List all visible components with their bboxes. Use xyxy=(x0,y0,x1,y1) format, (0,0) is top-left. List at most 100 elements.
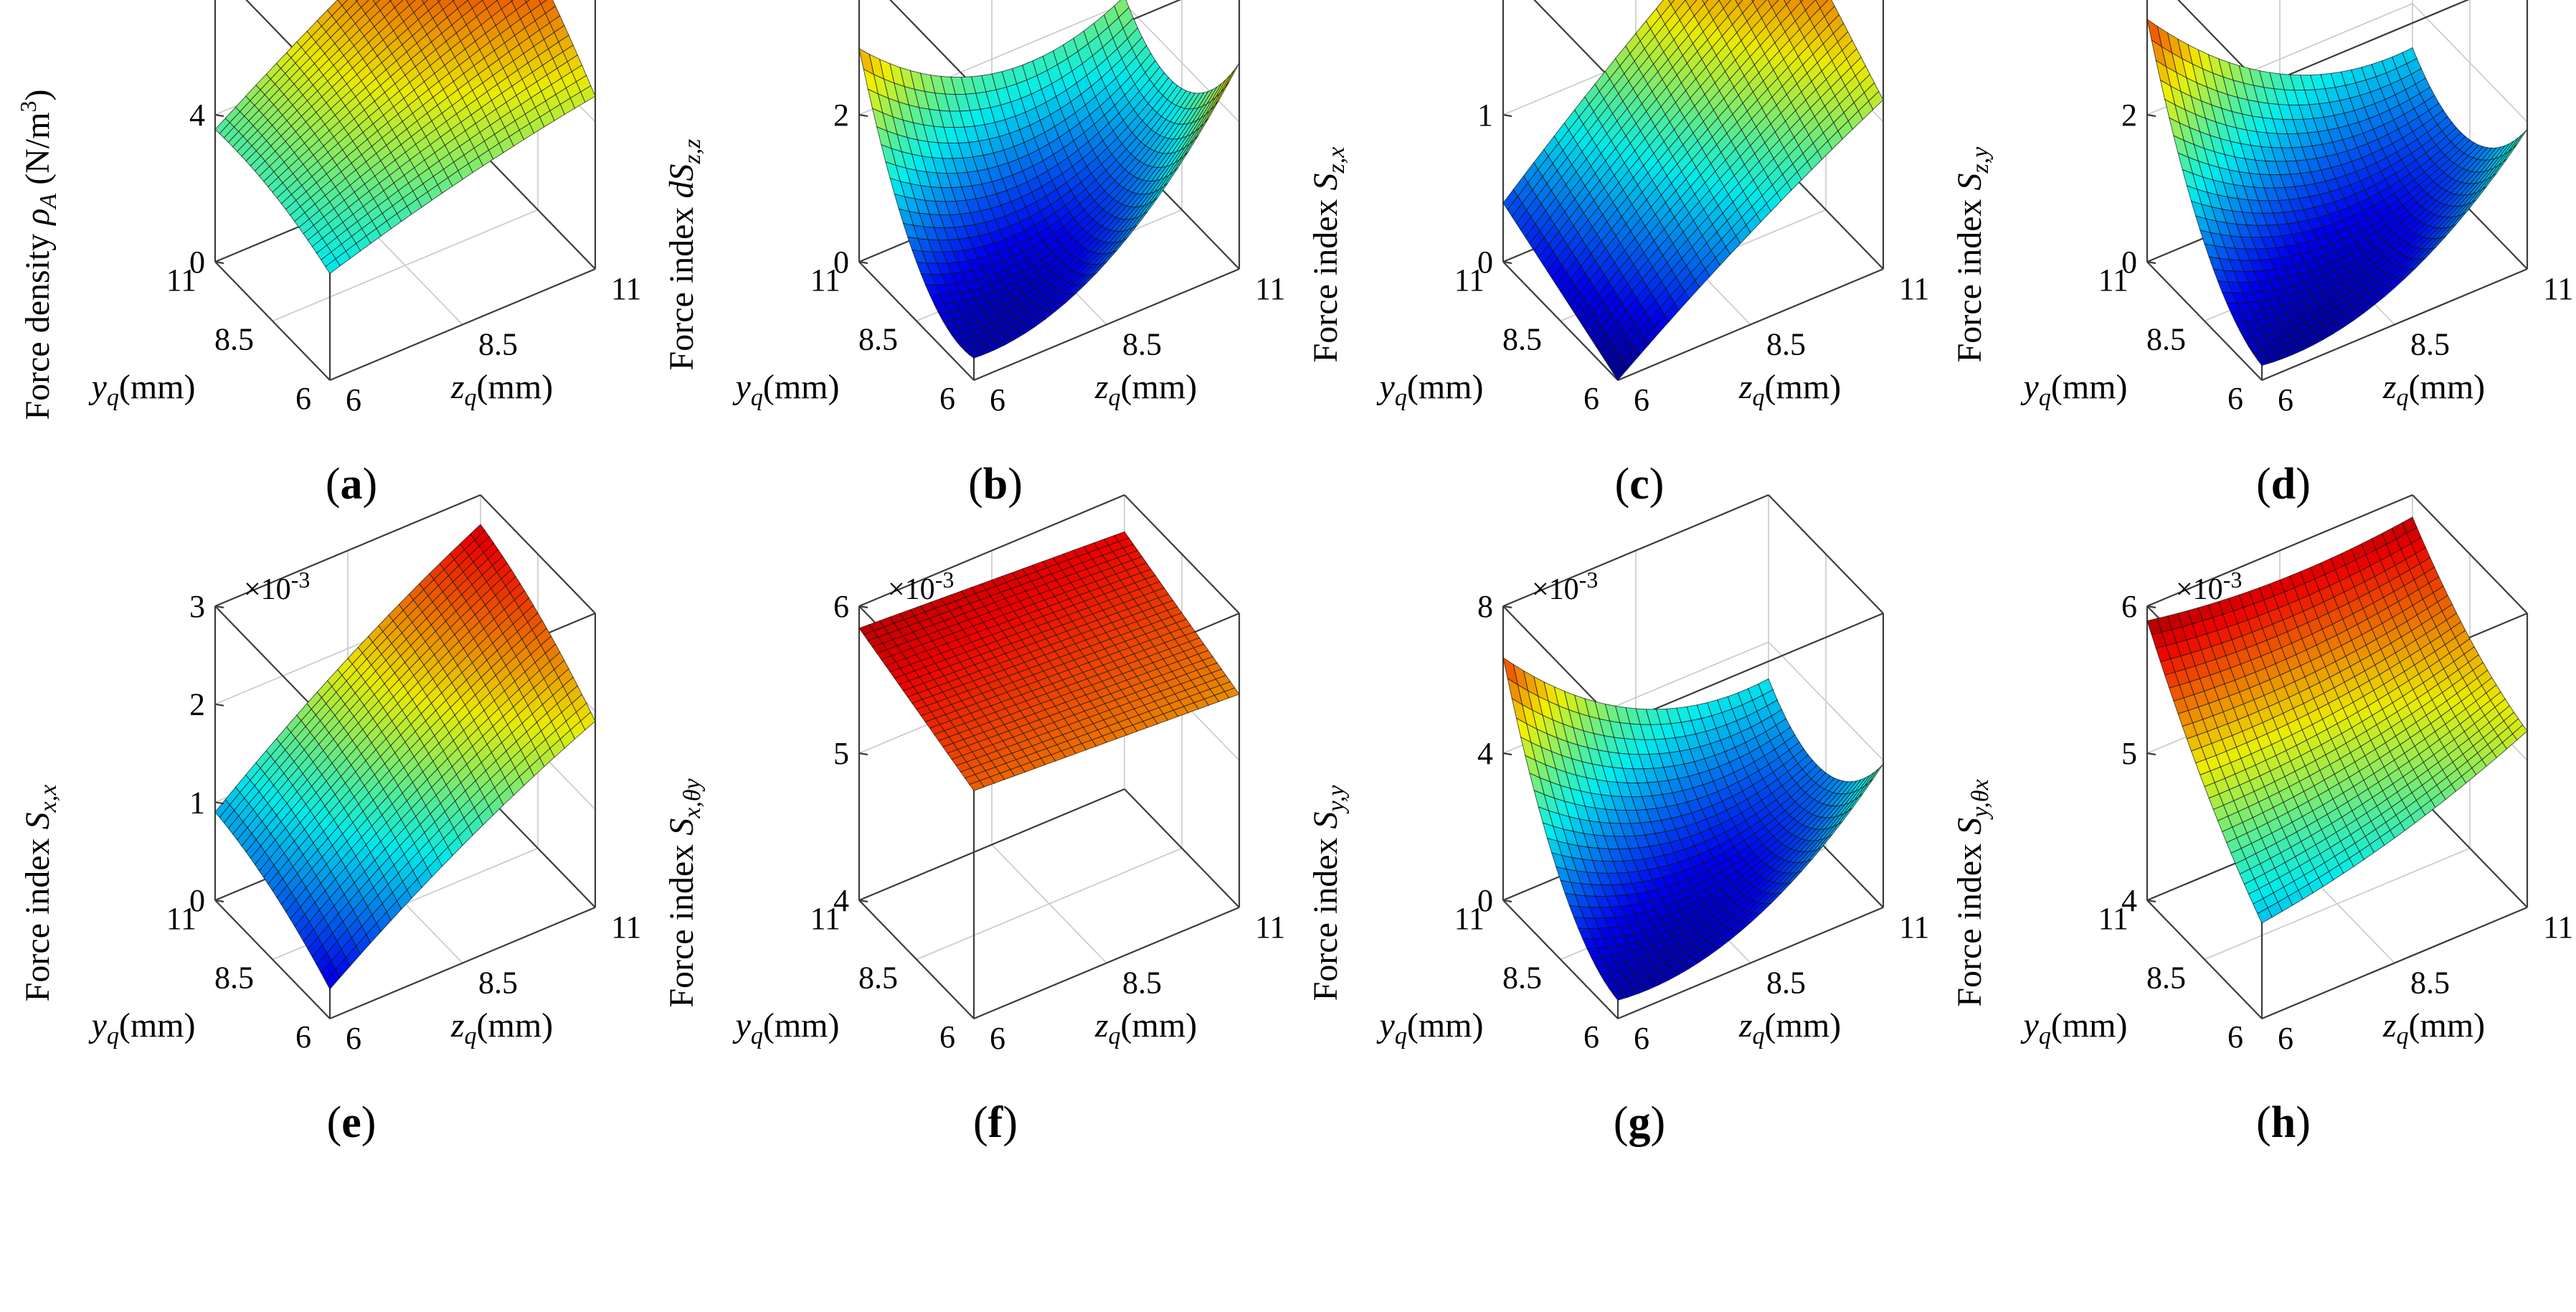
y-tick-label: 6 xyxy=(295,1019,311,1054)
z-tick-label: 6 xyxy=(2278,382,2293,417)
y-tick-label: 11 xyxy=(2098,263,2128,298)
value-tick xyxy=(214,703,224,707)
y-tick-label: 6 xyxy=(295,381,311,416)
y-tick-label: 8.5 xyxy=(214,961,254,996)
z-axis-line xyxy=(973,268,1240,382)
panel-caption: (e) xyxy=(327,1098,377,1147)
panel-caption: (d) xyxy=(2256,460,2311,509)
z-tick-label: 8.5 xyxy=(478,327,518,362)
y-tick-label: 6 xyxy=(1583,381,1599,416)
y-axis-label: yq(mm) xyxy=(1376,368,1484,411)
z-tick-label: 8.5 xyxy=(1122,966,1162,1001)
z-tick-label: 6 xyxy=(990,1021,1005,1056)
panel-caption: (f) xyxy=(973,1098,1018,1147)
z-tick-label: 6 xyxy=(990,382,1005,417)
y-tick-label: 8.5 xyxy=(858,961,898,996)
value-tick xyxy=(214,260,224,265)
z-tick-label: 8.5 xyxy=(1766,327,1806,362)
z-tick-label: 8.5 xyxy=(1122,327,1162,362)
y-axis-label: yq(mm) xyxy=(2020,368,2128,411)
surface-cell xyxy=(421,0,429,4)
z-axis-label: zq(mm) xyxy=(450,368,553,411)
value-tick xyxy=(214,113,224,118)
y-tick-label: 11 xyxy=(810,263,840,298)
floor-gridline xyxy=(991,844,1107,964)
value-tick-label: 0 xyxy=(189,245,205,280)
value-tick-label: 2 xyxy=(2121,98,2137,133)
z-tick-label: 11 xyxy=(611,271,641,306)
z-tick-label: 6 xyxy=(346,382,361,417)
surface xyxy=(214,0,596,275)
value-axis-label: Force index dSz,z xyxy=(663,139,706,371)
value-tick xyxy=(1502,113,1512,118)
value-tick-label: 6 xyxy=(833,589,849,624)
surface-cell xyxy=(325,258,341,275)
y-tick-label: 6 xyxy=(939,381,955,416)
value-axis-label: Force index Sz,y xyxy=(1951,146,1994,363)
panel-caption: (c) xyxy=(1615,460,1665,509)
value-tick-label: 1 xyxy=(189,785,205,820)
panel-caption: (a) xyxy=(326,460,377,509)
y-axis-label: yq(mm) xyxy=(732,368,840,411)
y-tick-label: 8.5 xyxy=(214,322,254,357)
y-tick-label: 8.5 xyxy=(858,322,898,357)
y-axis-line xyxy=(858,900,975,1019)
panel-caption: (b) xyxy=(968,460,1023,509)
z-tick-label: 8.5 xyxy=(2410,327,2450,362)
value-tick-label: 5 xyxy=(833,736,849,771)
y-tick-label: 11 xyxy=(166,901,196,936)
surface-cell xyxy=(1224,62,1240,88)
value-tick xyxy=(214,801,224,805)
z-tick-label: 11 xyxy=(1255,271,1285,306)
value-tick-label: 4 xyxy=(189,98,205,133)
z-tick-label: 6 xyxy=(346,1021,361,1056)
z-tick-label: 11 xyxy=(2543,271,2573,306)
z-axis-label: zq(mm) xyxy=(1094,1006,1197,1049)
surface-cell xyxy=(1868,763,1884,783)
panel-a: 048×104Force density ρA (N/m3)68.511yq(m… xyxy=(15,0,641,509)
surface xyxy=(858,0,1240,359)
z-axis-label: zq(mm) xyxy=(1738,368,1841,411)
value-tick xyxy=(858,113,868,118)
box-edge xyxy=(889,0,975,87)
value-tick-label: 3 xyxy=(189,589,205,624)
z-tick-label: 8.5 xyxy=(478,966,518,1001)
y-tick-label: 11 xyxy=(810,901,840,936)
z-axis-label: zq(mm) xyxy=(2382,368,2485,411)
y-axis-line xyxy=(858,261,975,381)
value-tick xyxy=(858,752,868,756)
z-tick-label: 6 xyxy=(1634,382,1649,417)
surface-cell xyxy=(2512,128,2528,149)
value-axis-label: Force index Sx,θy xyxy=(663,778,706,1007)
box-edge xyxy=(480,150,596,270)
y-tick-label: 11 xyxy=(1454,263,1484,298)
y-axis-label: yq(mm) xyxy=(88,1006,196,1049)
y-axis-label: yq(mm) xyxy=(732,1006,840,1049)
z-tick-label: 11 xyxy=(1255,910,1285,945)
z-axis-line xyxy=(329,268,596,382)
z-axis-line xyxy=(973,906,1240,1020)
y-axis-line xyxy=(214,261,331,381)
z-tick-label: 11 xyxy=(611,910,641,945)
box-edge xyxy=(1533,0,1619,87)
value-tick-label: 2 xyxy=(833,98,849,133)
value-axis-label: Force index Sz,x xyxy=(1307,147,1350,363)
y-axis-label: yq(mm) xyxy=(88,368,196,411)
value-tick xyxy=(2146,113,2156,118)
z-axis-label: zq(mm) xyxy=(450,1006,553,1049)
y-tick-label: 6 xyxy=(939,1019,955,1054)
y-tick-label: 11 xyxy=(166,263,196,298)
value-tick-label: 1 xyxy=(1477,98,1493,133)
exponent-label: ×10-3 xyxy=(244,567,310,606)
value-axis-label: Force density ρA (N/m3) xyxy=(15,89,62,420)
value-tick-label: 2 xyxy=(189,687,205,722)
y-tick-label: 8.5 xyxy=(2146,322,2186,357)
surface-cell xyxy=(372,0,381,5)
